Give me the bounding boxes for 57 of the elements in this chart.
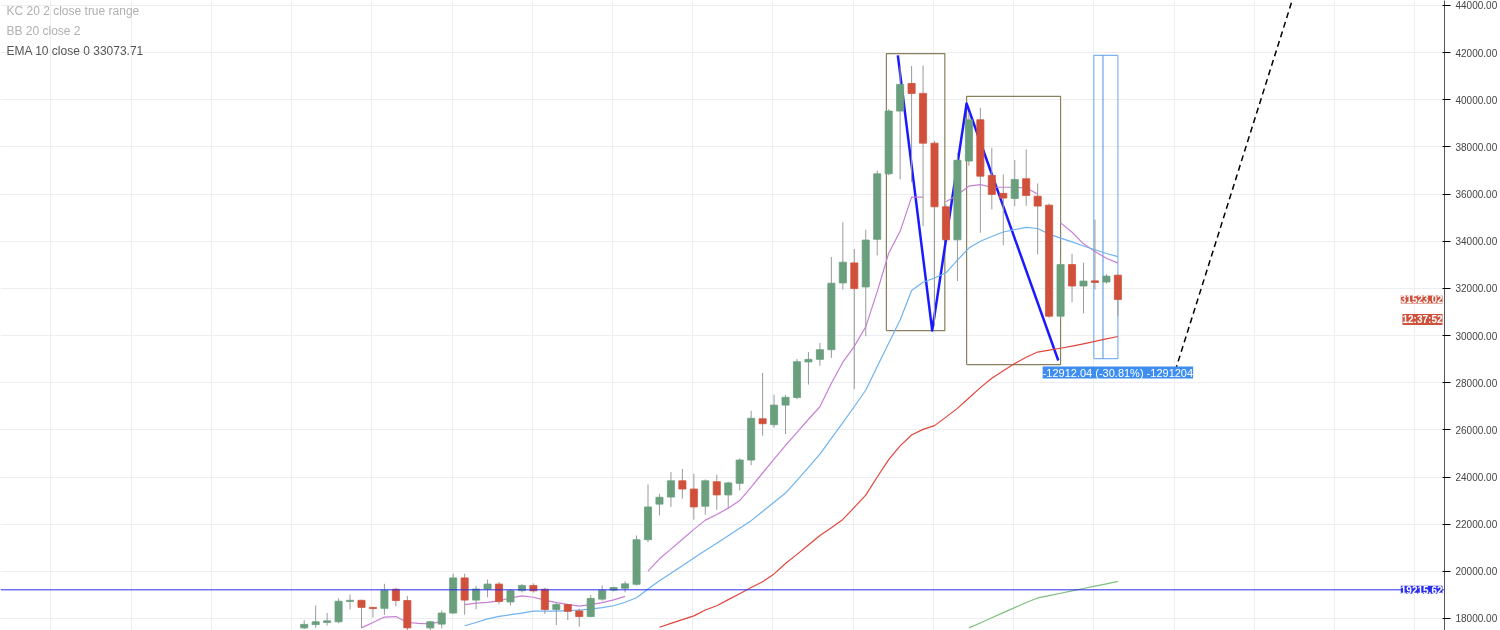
candlestick <box>540 587 549 615</box>
y-tick-label: 28000.00 <box>1455 377 1498 389</box>
candlestick <box>678 468 687 500</box>
candlestick <box>1091 219 1099 291</box>
candlestick <box>655 493 664 516</box>
y-tick-label: 20000.00 <box>1455 566 1498 578</box>
candlestick <box>1068 253 1076 303</box>
annotation: 31523.02 <box>1400 294 1443 306</box>
annotation: 12:37:52 <box>1402 313 1443 325</box>
annotation: -12912.04 (-30.81%) -1291204 <box>1042 366 1194 379</box>
candlestick <box>369 606 377 618</box>
candlestick <box>311 605 320 629</box>
y-tick-label: 22000.00 <box>1455 519 1498 531</box>
candlestick <box>472 585 481 610</box>
annotation: KC 20 2 close true range <box>6 3 140 18</box>
candlestick <box>724 481 733 509</box>
candlestick <box>838 221 847 291</box>
candlestick <box>689 473 698 521</box>
y-tick-label: 24000.00 <box>1455 472 1498 484</box>
annotation: BB 20 close 2 <box>6 23 81 38</box>
candlestick <box>712 474 721 511</box>
candlestick <box>987 147 996 210</box>
candlestick <box>380 583 389 616</box>
candlestick <box>999 174 1008 246</box>
candlestick <box>1010 159 1019 207</box>
candlestick <box>391 587 400 607</box>
candlestick <box>552 601 561 626</box>
candlestick <box>907 65 916 183</box>
y-tick-label: 32000.00 <box>1455 283 1498 295</box>
candlestick <box>1033 182 1042 255</box>
candlestick <box>1079 262 1088 314</box>
line-series <box>968 580 1119 629</box>
candlestick <box>334 597 343 624</box>
candlestick <box>346 593 354 611</box>
candlestick <box>815 342 824 367</box>
candlestick <box>770 394 779 429</box>
y-tick-label: 40000.00 <box>1455 94 1498 106</box>
y-tick-label: 42000.00 <box>1455 47 1498 59</box>
y-tick-label: 44000.00 <box>1455 0 1498 12</box>
candlestick <box>781 394 790 435</box>
candlestick <box>666 471 675 508</box>
annotation: EMA 10 close 0 33073.71 <box>6 43 144 58</box>
y-tick-label: 38000.00 <box>1455 141 1498 153</box>
candlestick <box>460 573 469 616</box>
candlestick <box>758 372 767 437</box>
candlestick <box>323 612 332 627</box>
candlestick <box>735 457 744 491</box>
y-tick-label: 36000.00 <box>1455 189 1498 201</box>
y-tick-label: 26000.00 <box>1455 424 1498 436</box>
candlestick <box>495 581 503 605</box>
candlestick <box>357 599 366 629</box>
y-tick-label: 18000.00 <box>1455 613 1498 625</box>
ref-line-label: 19215.62 <box>1400 584 1443 596</box>
y-tick-label: 34000.00 <box>1455 236 1498 248</box>
y-tick-label: 30000.00 <box>1455 330 1498 342</box>
candlestick <box>804 351 813 386</box>
candlestick <box>1022 149 1031 207</box>
